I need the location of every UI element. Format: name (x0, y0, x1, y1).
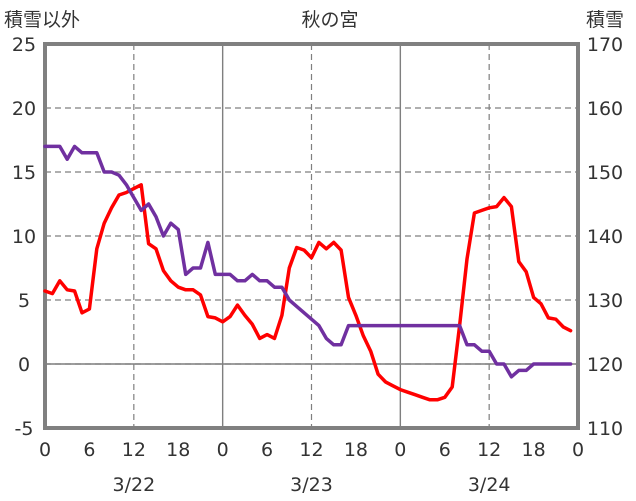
x-hour-tick-label: 18 (521, 439, 545, 461)
x-axis: 0 6 12 18 0 6 12 18 0 6 12 18 0 3/22 3/23 3/24 (39, 439, 584, 496)
x-hour-tick-label: 6 (439, 439, 451, 461)
x-hour-tick-label: 12 (299, 439, 323, 461)
x-hour-tick-label: 18 (344, 439, 368, 461)
y-left-label: 積雪以外 (4, 9, 80, 31)
right-tick-label: 140 (587, 226, 623, 248)
x-hour-tick-label: 6 (83, 439, 95, 461)
plot-frame (43, 42, 580, 430)
left-tick-label: 0 (18, 354, 30, 376)
date-label: 3/22 (112, 474, 155, 496)
x-hour-tick-label: 18 (166, 439, 190, 461)
x-hour-tick-label: 6 (261, 439, 273, 461)
left-y-axis: -5 0 5 10 15 20 25 (12, 34, 36, 440)
x-hour-tick-label: 12 (477, 439, 501, 461)
left-tick-label: 10 (12, 226, 36, 248)
right-tick-label: 160 (587, 98, 623, 120)
left-tick-label: 5 (18, 290, 30, 312)
right-tick-label: 120 (587, 354, 623, 376)
right-tick-label: 130 (587, 290, 623, 312)
left-tick-label: 25 (12, 34, 36, 56)
series-layer (43, 144, 573, 402)
right-y-axis: 110 120 130 140 150 160 170 (587, 34, 623, 440)
x-hour-tick-label: 0 (572, 439, 584, 461)
left-tick-label: -5 (15, 418, 34, 440)
chart-title: 秋の宮 (301, 9, 358, 31)
left-tick-label: 20 (12, 98, 36, 120)
date-label: 3/23 (290, 474, 333, 496)
snow-depth-series-line (43, 144, 573, 379)
plot-border (43, 42, 580, 430)
right-tick-label: 110 (587, 418, 623, 440)
grid (45, 44, 578, 428)
other-series-line (43, 183, 573, 402)
x-hour-tick-label: 12 (122, 439, 146, 461)
right-tick-label: 150 (587, 162, 623, 184)
date-label: 3/24 (468, 474, 511, 496)
x-hour-tick-label: 0 (39, 439, 51, 461)
x-hour-tick-label: 0 (217, 439, 229, 461)
right-tick-label: 170 (587, 34, 623, 56)
left-tick-label: 15 (12, 162, 36, 184)
y-right-label: 積雪 (586, 9, 624, 31)
x-hour-tick-label: 0 (394, 439, 406, 461)
